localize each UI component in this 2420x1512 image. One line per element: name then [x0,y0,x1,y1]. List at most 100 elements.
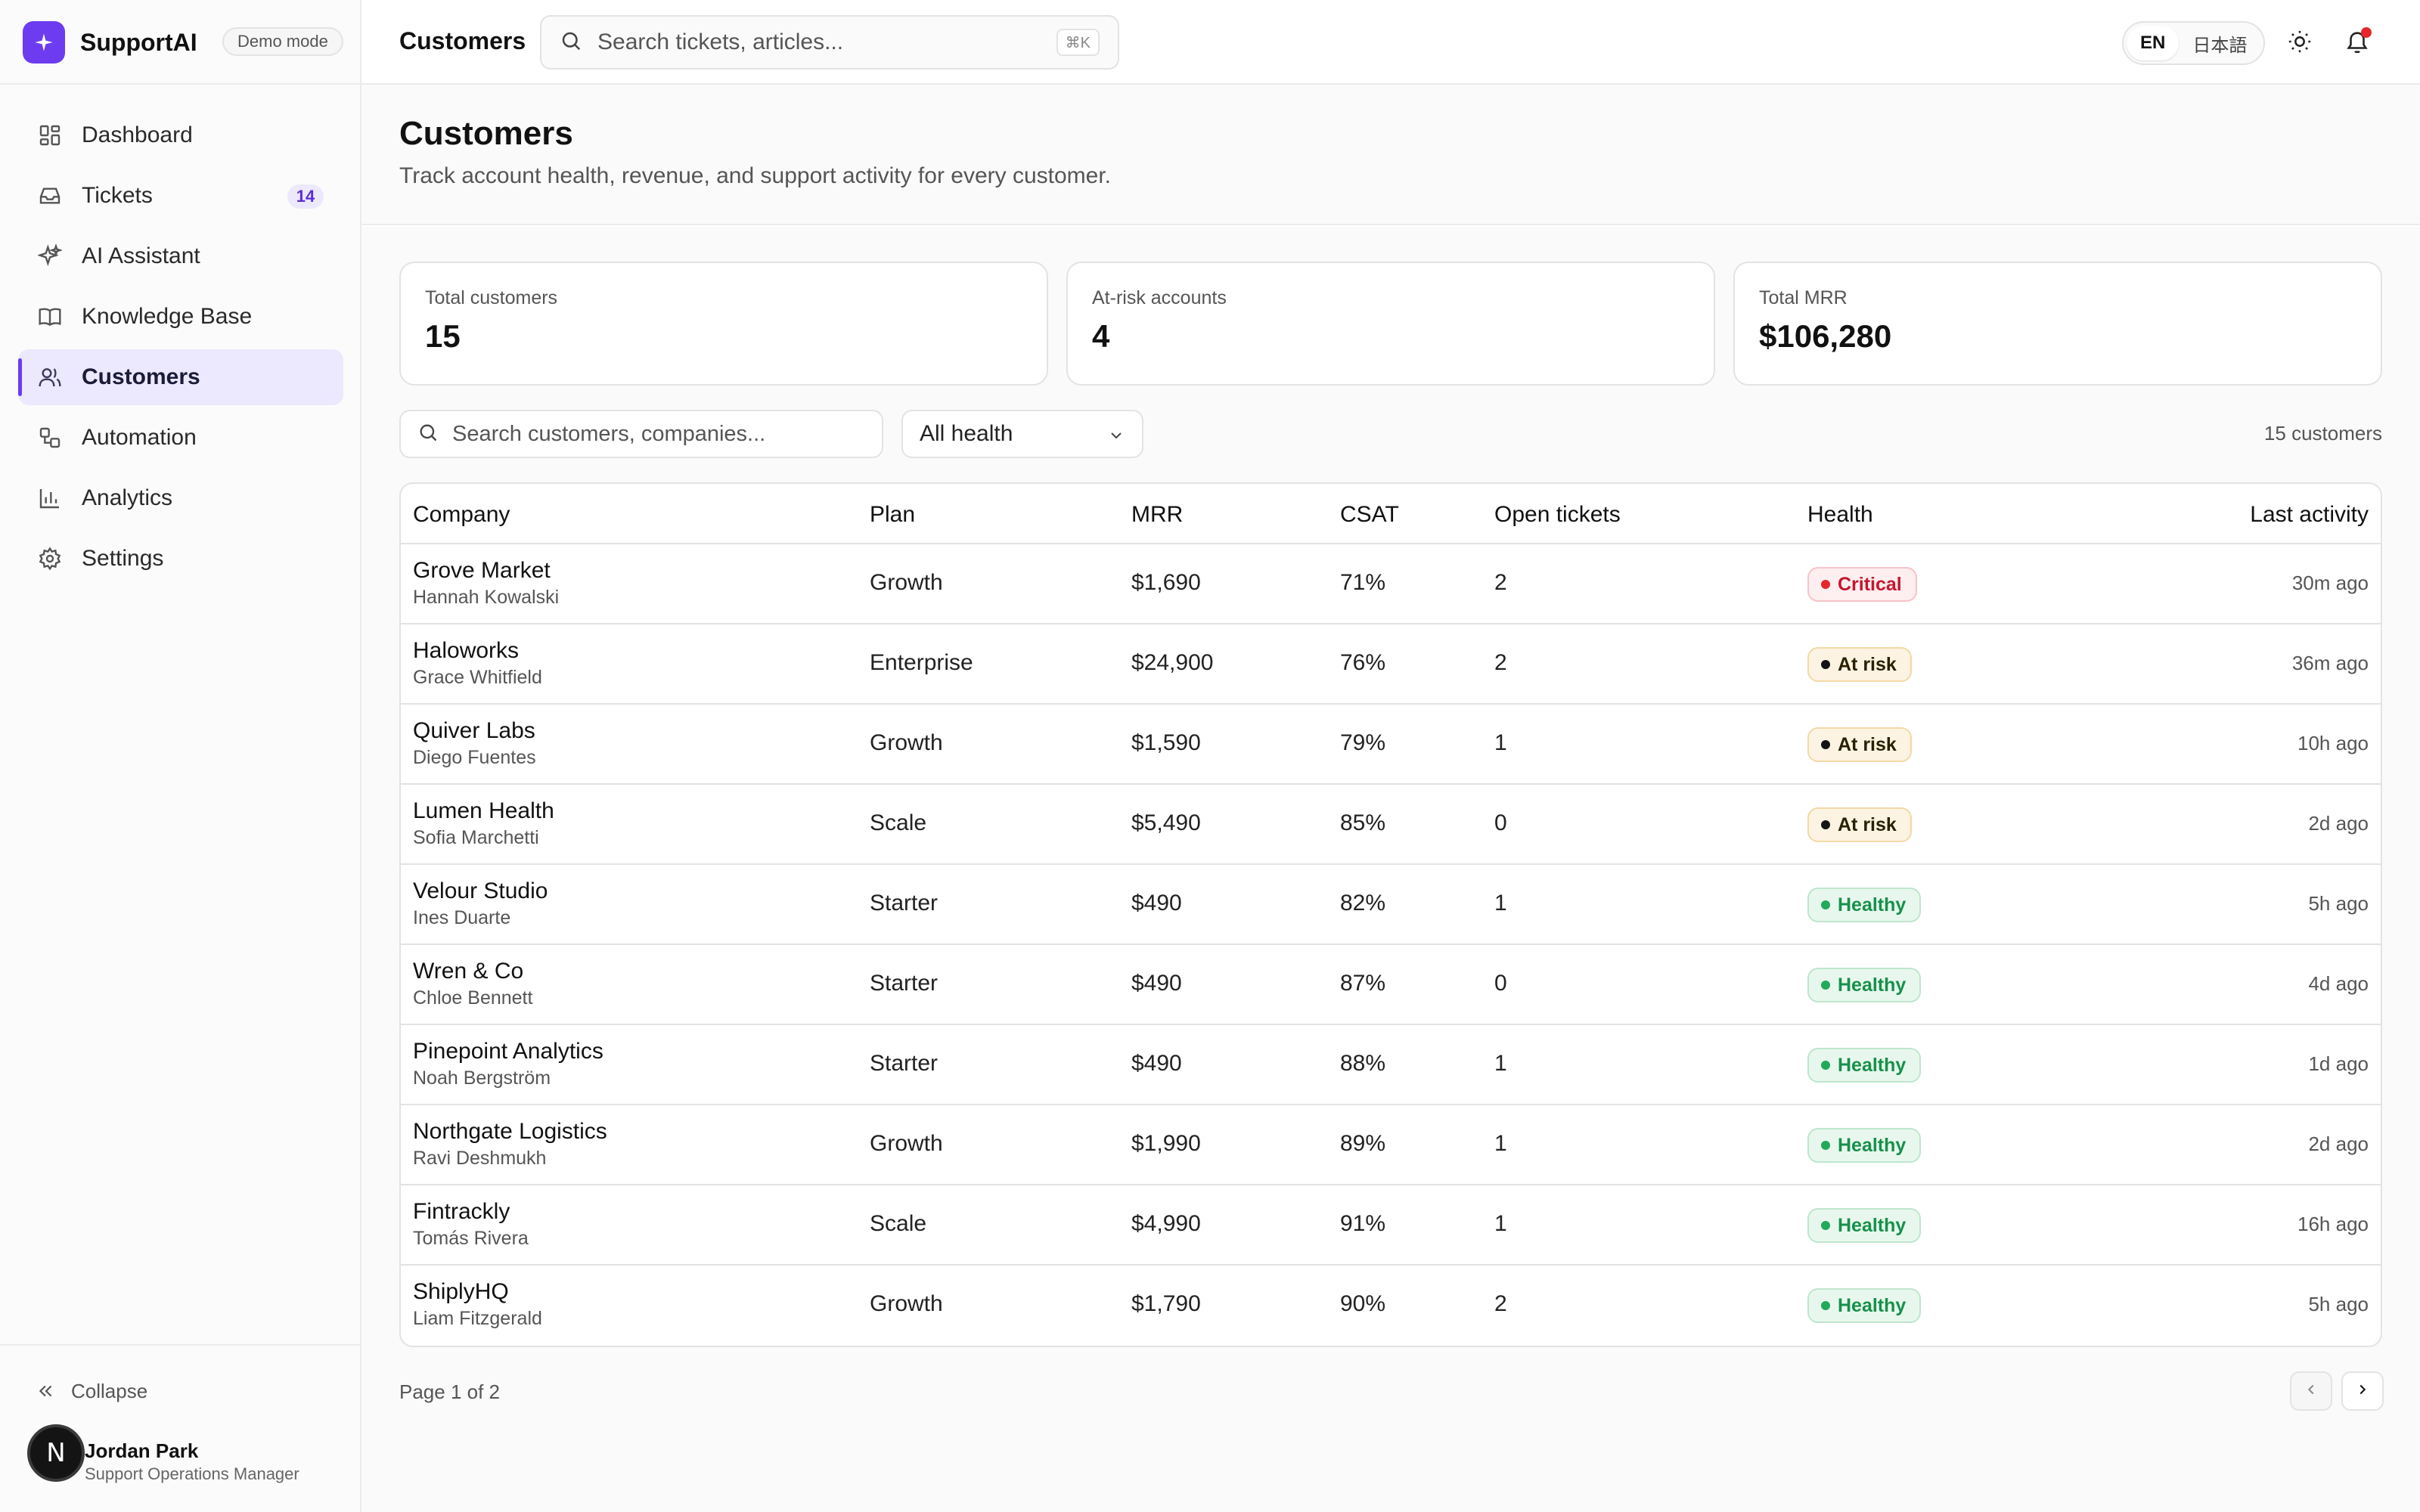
table-row[interactable]: Wren & Co Chloe Bennett Starter $490 87%… [401,945,2381,1025]
sidebar-item-label: Analytics [82,485,173,510]
search-placeholder: Search tickets, articles... [597,29,844,54]
status-dot-icon [1821,900,1830,909]
column-header-csat[interactable]: CSAT [1340,502,1399,527]
status-badge: Healthy [1807,968,1922,1002]
workflow-icon [36,424,64,451]
sidebar-item-label: Dashboard [82,122,193,147]
brand[interactable]: SupportAI [23,21,197,64]
next-page-button[interactable] [2341,1371,2384,1411]
user-profile[interactable]: N Jordan Park Support Operations Manager [27,1424,299,1483]
language-option-ja[interactable]: 日本語 [2192,35,2248,56]
status-badge: Healthy [1807,1288,1922,1323]
company-cell: Fintrackly Tomás Rivera [413,1199,529,1250]
chevron-left-icon [2303,1381,2319,1402]
collapse-button[interactable]: Collapse [36,1376,147,1406]
company-cell: Quiver Labs Diego Fuentes [413,718,536,769]
company-name: Wren & Co [413,959,524,984]
company-name: Velour Studio [413,878,548,903]
notifications-button[interactable] [2340,26,2375,60]
csat-cell: 87% [1340,971,1386,996]
language-option-en[interactable]: EN [2127,26,2180,60]
table-row[interactable]: Pinepoint Analytics Noah Bergström Start… [401,1025,2381,1105]
stat-value: 4 [1092,318,1110,354]
sidebar-item-customers[interactable]: Customers [18,349,343,405]
mrr-cell: $1,990 [1131,1131,1201,1156]
plan-cell: Growth [870,1291,943,1316]
company-cell: Pinepoint Analytics Noah Bergström [413,1039,603,1089]
company-name: Northgate Logistics [413,1119,607,1144]
chevrons-left-icon [36,1381,56,1401]
health-cell: Healthy [1807,1208,1922,1243]
status-label: Healthy [1838,1054,1907,1076]
health-cell: At risk [1807,807,1912,842]
column-header-mrr[interactable]: MRR [1131,502,1184,527]
sidebar-item-settings[interactable]: Settings [18,531,343,587]
sidebar-nav: Dashboard Tickets 14 AI Assistant Knowle… [18,107,343,591]
demo-mode-badge: Demo mode [222,27,343,56]
contact-name: Sofia Marchetti [413,827,539,848]
mrr-cell: $1,690 [1131,570,1201,595]
global-search-input[interactable]: Search tickets, articles... ⌘K [540,15,1119,70]
csat-cell: 90% [1340,1291,1386,1316]
status-dot-icon [1821,740,1830,749]
sidebar-item-analytics[interactable]: Analytics [18,470,343,526]
sidebar-item-label: Tickets [82,183,153,208]
health-cell: Healthy [1807,1288,1922,1323]
contact-name: Liam Fitzgerald [413,1308,542,1329]
stat-card-at-risk: At-risk accounts 4 [1066,262,1715,386]
stat-label: Total MRR [1759,287,1848,308]
sidebar-item-dashboard[interactable]: Dashboard [18,107,343,163]
column-header-last-activity[interactable]: Last activity [2250,502,2369,527]
mrr-cell: $1,590 [1131,730,1201,755]
sidebar-item-automation[interactable]: Automation [18,410,343,466]
status-label: At risk [1838,653,1897,675]
column-header-health[interactable]: Health [1807,502,1873,527]
table-row[interactable]: Lumen Health Sofia Marchetti Scale $5,49… [401,785,2381,865]
table-row[interactable]: Velour Studio Ines Duarte Starter $490 8… [401,865,2381,945]
company-cell: Velour Studio Ines Duarte [413,878,548,929]
company-name: Haloworks [413,638,520,663]
company-cell: Grove Market Hannah Kowalski [413,558,559,609]
table-row[interactable]: Quiver Labs Diego Fuentes Growth $1,590 … [401,705,2381,785]
table-header: Company Plan MRR CSAT Open tickets Healt… [401,484,2381,544]
mrr-cell: $490 [1131,1051,1182,1076]
health-filter-select[interactable]: All health [901,410,1143,458]
last-activity-cell: 4d ago [2308,972,2369,995]
health-cell: Healthy [1807,1128,1922,1163]
table-row[interactable]: Grove Market Hannah Kowalski Growth $1,6… [401,544,2381,624]
mrr-cell: $24,900 [1131,650,1214,675]
user-info: Jordan Park Support Operations Manager [85,1439,299,1484]
sidebar-item-ai-assistant[interactable]: AI Assistant [18,228,343,284]
table-row[interactable]: Haloworks Grace Whitfield Enterprise $24… [401,624,2381,705]
sidebar-item-tickets[interactable]: Tickets 14 [18,168,343,224]
previous-page-button[interactable] [2290,1371,2332,1411]
sidebar-item-knowledge-base[interactable]: Knowledge Base [18,289,343,345]
contact-name: Ravi Deshmukh [413,1148,547,1169]
plan-cell: Growth [870,1131,943,1156]
last-activity-cell: 10h ago [2297,732,2369,754]
status-badge: Critical [1807,567,1917,602]
column-header-company[interactable]: Company [413,502,510,527]
table-row[interactable]: Fintrackly Tomás Rivera Scale $4,990 91%… [401,1185,2381,1266]
last-activity-cell: 2d ago [2308,1132,2369,1155]
plan-cell: Growth [870,570,943,595]
column-header-open-tickets[interactable]: Open tickets [1494,502,1621,527]
chevron-right-icon [2354,1381,2371,1402]
open-tickets-cell: 0 [1494,971,1507,996]
company-name: Lumen Health [413,798,554,823]
brand-name: SupportAI [80,28,197,56]
last-activity-cell: 1d ago [2308,1052,2369,1075]
contact-name: Ines Duarte [413,907,511,928]
open-tickets-cell: 1 [1494,1131,1507,1156]
table-row[interactable]: ShiplyHQ Liam Fitzgerald Growth $1,790 9… [401,1266,2381,1346]
customer-search-input[interactable]: Search customers, companies... [399,410,883,458]
page-title: Customers [399,115,573,152]
table-row[interactable]: Northgate Logistics Ravi Deshmukh Growth… [401,1105,2381,1185]
column-header-plan[interactable]: Plan [870,502,916,527]
last-activity-cell: 5h ago [2308,892,2369,915]
status-badge: Healthy [1807,1128,1922,1163]
theme-toggle-button[interactable] [2282,26,2317,60]
status-badge: At risk [1807,727,1912,762]
status-label: At risk [1838,813,1897,835]
sparkles-icon [36,243,64,270]
